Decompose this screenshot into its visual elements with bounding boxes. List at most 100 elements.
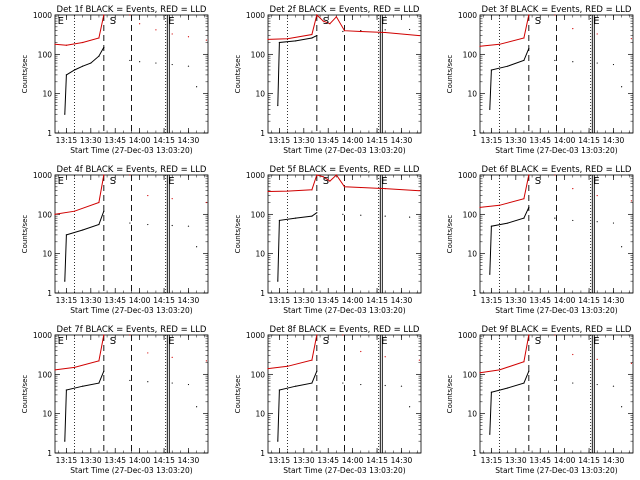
x-tick-label: 13:30 bbox=[505, 296, 527, 305]
data-point bbox=[523, 382, 525, 384]
data-point bbox=[572, 28, 574, 30]
x-tick-label: 13:30 bbox=[293, 136, 315, 145]
data-point bbox=[129, 334, 131, 336]
x-tick-label: 14:15 bbox=[578, 136, 600, 145]
data-point bbox=[295, 385, 297, 387]
data-point bbox=[286, 38, 289, 40]
data-point bbox=[612, 385, 615, 387]
x-tick-label: 13:15 bbox=[269, 456, 291, 465]
x-tick-label: 13:45 bbox=[317, 136, 339, 145]
data-point bbox=[316, 334, 318, 336]
data-point bbox=[335, 16, 337, 18]
y-tick-label: 10 bbox=[467, 250, 477, 259]
chart-title: Det 2f BLACK = Events, RED = LLD bbox=[270, 5, 420, 15]
data-point bbox=[54, 213, 56, 215]
data-point bbox=[129, 14, 131, 16]
x-axis-label: Start Time (27-Dec-03 13:03:20) bbox=[283, 146, 405, 155]
data-point bbox=[489, 273, 491, 275]
data-point bbox=[54, 43, 56, 45]
data-point bbox=[205, 39, 207, 41]
data-point bbox=[409, 28, 411, 31]
data-point bbox=[554, 174, 556, 176]
chart-title: Det 3f BLACK = Events, RED = LLD bbox=[482, 5, 632, 15]
x-tick-label: 13:30 bbox=[293, 296, 315, 305]
data-point bbox=[360, 214, 362, 216]
y-tick-label: 1 bbox=[47, 289, 52, 298]
data-point bbox=[277, 280, 279, 282]
x-tick-label: 14:00 bbox=[554, 136, 576, 145]
data-point bbox=[596, 358, 598, 360]
y-axis-label: Counts/sec bbox=[446, 375, 454, 414]
x-axis-label: Start Time (27-Dec-03 13:03:20) bbox=[283, 466, 405, 475]
y-tick-label: 1000 bbox=[458, 11, 477, 20]
data-point bbox=[147, 223, 149, 226]
y-tick-label: 100 bbox=[463, 370, 478, 379]
data-point bbox=[103, 210, 105, 212]
data-point bbox=[316, 34, 318, 37]
data-point bbox=[322, 20, 324, 22]
y-tick-label: 1000 bbox=[458, 171, 477, 180]
x-tick-label: 13:15 bbox=[56, 136, 78, 145]
data-point bbox=[278, 389, 280, 391]
data-point bbox=[523, 217, 525, 219]
data-point bbox=[103, 14, 105, 16]
y-tick-label: 10 bbox=[255, 250, 265, 259]
data-point bbox=[316, 212, 318, 214]
data-point bbox=[596, 383, 598, 386]
data-point bbox=[621, 406, 623, 408]
data-point bbox=[360, 383, 362, 386]
data-point bbox=[498, 204, 501, 206]
data-point bbox=[98, 37, 100, 39]
chart-panel-4: Det 4f BLACK = Events, RED = LLD Counts/s… bbox=[21, 165, 209, 315]
data-point bbox=[286, 365, 289, 367]
x-tick-label: 14:30 bbox=[391, 456, 413, 465]
data-point bbox=[384, 31, 386, 34]
data-point bbox=[311, 33, 313, 36]
y-axis-label: Counts/sec bbox=[446, 215, 454, 254]
x-tick-label: 13:15 bbox=[481, 456, 503, 465]
data-point bbox=[384, 29, 386, 31]
y-tick-label: 1000 bbox=[246, 11, 265, 20]
x-axis-label: Start Time (27-Dec-03 13:03:20) bbox=[70, 146, 192, 155]
y-tick-label: 100 bbox=[463, 210, 478, 219]
data-point bbox=[90, 62, 92, 64]
y-tick-label: 100 bbox=[38, 370, 53, 379]
y-tick-label: 1000 bbox=[33, 331, 52, 340]
x-tick-label: 13:30 bbox=[80, 136, 102, 145]
data-point bbox=[103, 174, 105, 176]
data-point bbox=[316, 14, 318, 16]
x-tick-label: 14:00 bbox=[342, 296, 364, 305]
chart-panel-3: Det 3f BLACK = Events, RED = LLD Counts/s… bbox=[446, 5, 634, 155]
series-line-events bbox=[64, 47, 105, 115]
y-tick-label: 10 bbox=[255, 410, 265, 419]
data-point bbox=[103, 370, 105, 372]
data-point bbox=[205, 201, 207, 204]
series-line-events bbox=[277, 35, 318, 106]
chart-panel-8: Det 8f BLACK = Events, RED = LLD Counts/s… bbox=[234, 325, 422, 475]
data-point bbox=[596, 221, 598, 223]
x-axis-label: Start Time (27-Dec-03 13:03:20) bbox=[70, 306, 192, 315]
x-tick-label: 14:15 bbox=[366, 456, 388, 465]
y-tick-label: 1000 bbox=[246, 331, 265, 340]
y-tick-label: 10 bbox=[42, 90, 52, 99]
data-point bbox=[490, 391, 492, 393]
data-point bbox=[418, 190, 420, 192]
data-point bbox=[572, 219, 574, 222]
x-tick-label: 14:30 bbox=[603, 456, 625, 465]
data-point bbox=[98, 360, 100, 362]
x-tick-label: 13:45 bbox=[317, 456, 339, 465]
data-point bbox=[479, 45, 481, 47]
data-point bbox=[98, 382, 100, 384]
x-tick-label: 14:15 bbox=[153, 456, 175, 465]
data-point bbox=[596, 194, 598, 197]
event-marker: E bbox=[58, 336, 64, 347]
data-point bbox=[360, 350, 362, 353]
event-marker: E bbox=[58, 176, 64, 187]
event-marker: E bbox=[381, 16, 387, 27]
x-tick-label: 14:30 bbox=[178, 136, 200, 145]
x-axis-label: Start Time (27-Dec-03 13:03:20) bbox=[495, 466, 617, 475]
data-point bbox=[171, 198, 173, 200]
x-tick-label: 13:30 bbox=[80, 296, 102, 305]
data-point bbox=[554, 59, 556, 62]
y-tick-label: 10 bbox=[42, 250, 52, 259]
